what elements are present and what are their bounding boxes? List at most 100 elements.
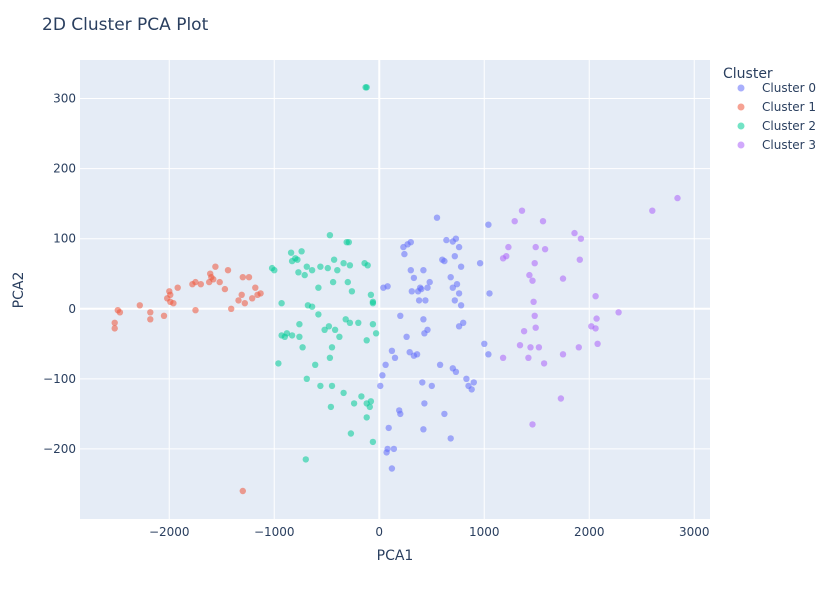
- data-point: [315, 311, 322, 318]
- data-point: [331, 326, 339, 333]
- data-point: [441, 257, 448, 265]
- grid-lines: [80, 60, 710, 519]
- x-tick-label: 0: [375, 525, 383, 539]
- data-point: [594, 340, 601, 347]
- data-point: [505, 243, 512, 251]
- data-point: [541, 246, 549, 253]
- data-point: [476, 260, 484, 267]
- data-point: [577, 235, 585, 242]
- data-point: [540, 360, 548, 367]
- data-point: [147, 316, 154, 323]
- legend-marker: [737, 84, 745, 92]
- data-point: [363, 84, 370, 91]
- data-point: [455, 243, 463, 251]
- data-point: [407, 239, 414, 246]
- data-point: [116, 309, 124, 316]
- data-point: [511, 218, 518, 225]
- data-point: [379, 372, 386, 379]
- data-point: [303, 263, 310, 270]
- plot-area: [80, 60, 710, 519]
- data-point: [557, 395, 565, 402]
- data-point: [457, 302, 465, 309]
- data-point: [252, 284, 259, 291]
- data-point: [436, 361, 444, 368]
- data-point: [308, 267, 316, 274]
- data-point: [296, 321, 303, 328]
- data-point: [328, 344, 336, 351]
- data-point: [463, 375, 470, 382]
- data-point: [345, 239, 352, 246]
- chart-title: 2D Cluster PCA Plot: [42, 15, 209, 35]
- data-point: [170, 300, 177, 307]
- legend-item-label: Cluster 1: [762, 100, 816, 114]
- data-point: [312, 361, 319, 368]
- data-point: [539, 218, 547, 225]
- legend-marker: [737, 141, 745, 149]
- data-point: [486, 290, 493, 297]
- data-point: [301, 271, 308, 279]
- data-point: [424, 284, 431, 291]
- data-point: [350, 400, 358, 407]
- data-point: [559, 351, 567, 358]
- data-point: [303, 375, 310, 382]
- y-tick-label: 100: [53, 232, 76, 246]
- data-point: [455, 290, 463, 297]
- data-point: [239, 487, 246, 495]
- data-point: [224, 267, 232, 274]
- data-point: [346, 319, 354, 326]
- data-point: [391, 354, 399, 361]
- data-point: [210, 276, 217, 283]
- data-point: [197, 281, 204, 288]
- data-point: [443, 236, 450, 244]
- data-point: [433, 214, 441, 221]
- data-point: [460, 319, 467, 326]
- data-point: [239, 274, 246, 281]
- data-point: [571, 229, 578, 237]
- data-point: [421, 400, 428, 407]
- data-point: [420, 316, 427, 323]
- data-point: [531, 312, 538, 319]
- data-point: [344, 278, 351, 286]
- data-point: [136, 302, 143, 309]
- data-point: [358, 393, 365, 400]
- data-point: [526, 271, 533, 279]
- data-point: [397, 312, 404, 319]
- data-point: [288, 332, 296, 339]
- data-point: [499, 354, 507, 361]
- data-point: [420, 426, 427, 433]
- data-point: [424, 326, 431, 333]
- x-tick-label: −2000: [149, 525, 190, 539]
- data-point: [485, 221, 492, 228]
- data-point: [367, 291, 375, 298]
- data-point: [420, 267, 427, 274]
- data-point: [147, 309, 154, 316]
- data-point: [468, 386, 475, 393]
- data-point: [413, 351, 421, 358]
- data-point: [372, 330, 380, 337]
- data-point: [576, 256, 583, 263]
- data-point: [529, 421, 536, 428]
- data-point: [249, 295, 256, 302]
- legend-marker: [737, 103, 745, 111]
- data-point: [321, 326, 328, 333]
- data-point: [615, 309, 622, 316]
- data-point: [592, 293, 599, 300]
- data-point: [406, 349, 413, 356]
- data-point: [481, 340, 488, 347]
- data-point: [422, 297, 429, 304]
- data-point: [245, 274, 253, 281]
- data-point: [457, 263, 465, 270]
- data-point: [346, 262, 354, 269]
- data-point: [451, 297, 458, 304]
- data-point: [216, 278, 223, 286]
- data-point: [334, 267, 341, 274]
- series-1: [111, 263, 264, 495]
- data-point: [348, 288, 356, 295]
- legend: Cluster Cluster 0 Cluster 1 Cluster 2 Clust…: [723, 66, 816, 152]
- data-point: [192, 278, 199, 286]
- data-point: [369, 321, 377, 328]
- data-point: [271, 267, 278, 274]
- y-tick-label: 200: [53, 162, 76, 176]
- data-point: [388, 347, 396, 354]
- data-point: [329, 278, 337, 286]
